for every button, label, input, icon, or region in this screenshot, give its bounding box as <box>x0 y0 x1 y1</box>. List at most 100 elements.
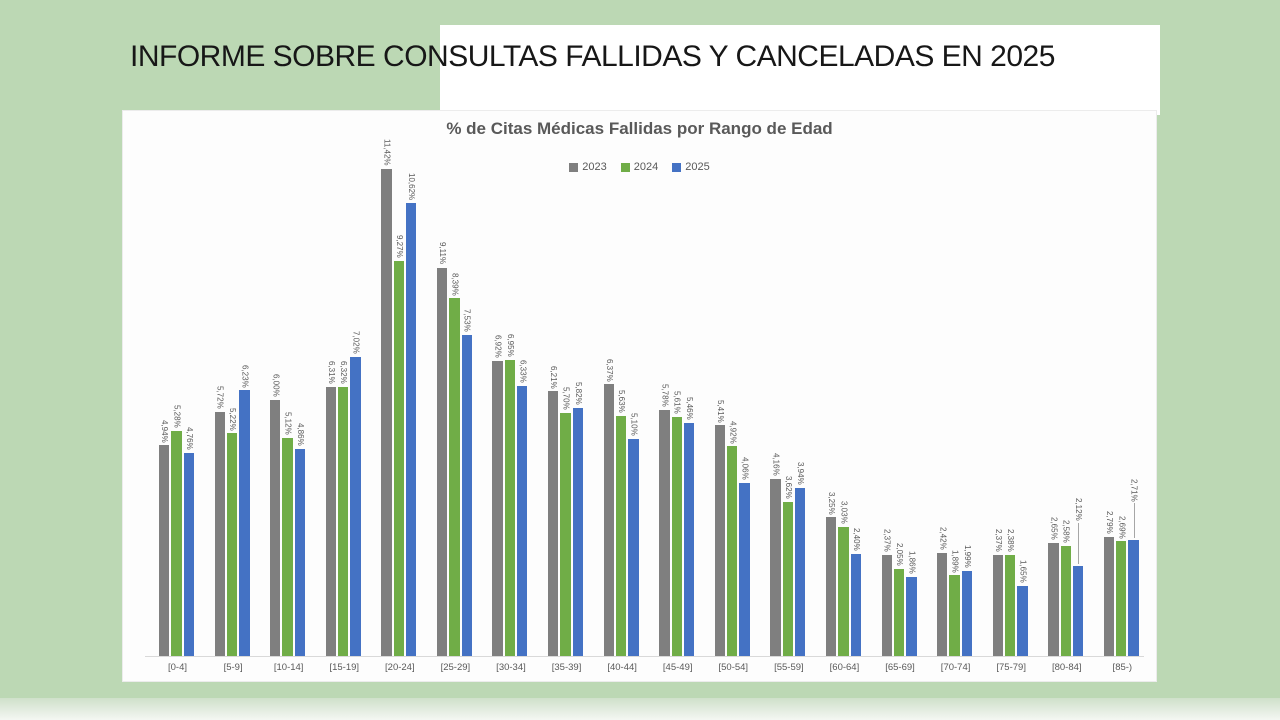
bar-2023-[65-69] <box>881 554 892 656</box>
bar-value-label: 7,02% <box>351 330 361 354</box>
bar-value-label: 9,11% <box>438 242 448 265</box>
bar-2025-[0-4] <box>183 453 194 656</box>
bar-value-label: 6,33% <box>518 360 528 384</box>
bar-value-label: 2,05% <box>895 542 904 566</box>
bar-slot: 3,62% <box>782 169 794 656</box>
bar-2024-[25-29] <box>449 298 460 656</box>
bar-slot: 9,27% <box>393 169 404 656</box>
bar-slot: 6,92% <box>492 169 503 656</box>
bar-slot: 5,10% <box>628 169 639 656</box>
bar-value-label: 2,79% <box>1104 511 1114 535</box>
bar-slot: 5,61% <box>671 169 682 656</box>
slide-bottom-edge <box>0 698 1280 720</box>
x-axis-label: [25-29] <box>440 662 471 673</box>
bar-slot: 2,65% <box>1048 169 1059 656</box>
bar-value-label: 2,71% <box>1129 478 1139 502</box>
bar-slot: 3,25% <box>825 169 837 656</box>
bar-2024-[15-19] <box>338 386 349 656</box>
bar-value-label: 5,72% <box>215 386 225 410</box>
bar-value-label: 10,62% <box>407 172 417 201</box>
bar-2023-[80-84] <box>1048 543 1059 656</box>
bar-value-label: 4,92% <box>728 420 738 444</box>
x-axis-label: [50-54] <box>718 662 749 673</box>
chart-legend: 2023 2024 2025 <box>123 161 1156 173</box>
bar-slot: 3,03% <box>838 169 849 656</box>
legend-label: 2025 <box>685 161 710 173</box>
x-axis-label: [85-) <box>1112 662 1133 673</box>
bar-slot: 1,86% <box>906 169 917 656</box>
title-background-rect <box>440 25 1160 115</box>
bar-group: 6,37% 5,63% 5,10% [40-44] <box>603 169 641 673</box>
bar-value-label: 7,53% <box>462 309 472 332</box>
bar-2024-[55-59] <box>782 501 794 656</box>
label-leader-line <box>1133 503 1135 539</box>
bar-2023-[20-24] <box>381 169 392 656</box>
bar-2025-[10-14] <box>294 448 306 656</box>
bar-group: 2,37% 2,05% 1,86% [65-69] <box>881 169 919 673</box>
bar-value-label: 5,41% <box>715 399 725 423</box>
legend-swatch-icon <box>620 162 630 172</box>
bar-group: 4,16% 3,62% 3,94% [55-59] <box>770 169 807 673</box>
bar-slot: 10,62% <box>405 169 417 656</box>
label-leader-line <box>1078 522 1080 564</box>
bar-2025-[65-69] <box>906 576 917 656</box>
bar-value-label: 2,37% <box>993 529 1003 552</box>
bar-slot: 2,37% <box>881 169 892 656</box>
x-axis-label: [30-34] <box>496 662 526 673</box>
bar-slot: 6,95% <box>504 169 516 656</box>
bar-value-label: 5,10% <box>629 412 639 436</box>
bar-value-label: 6,95% <box>505 333 515 357</box>
x-axis-line <box>145 656 1144 657</box>
bar-value-label: 5,63% <box>617 390 627 413</box>
bar-value-label: 2,42% <box>938 527 948 550</box>
bar-group: 2,42% 1,89% 1,99% [70-74] <box>937 169 974 673</box>
bar-value-label: 2,40% <box>851 527 861 551</box>
legend-item-2024: 2024 <box>620 161 658 173</box>
bar-slot: 4,92% <box>727 169 738 656</box>
legend-swatch-icon <box>569 162 579 172</box>
bar-group: 6,21% 5,70% 5,82% [35-39] <box>548 169 585 673</box>
bar-slot: 5,72% <box>214 169 225 656</box>
bar-slot: 6,23% <box>239 169 250 656</box>
bar-2025-[70-74] <box>961 571 973 656</box>
bar-value-label: 3,94% <box>796 462 806 485</box>
bar-slot: 5,41% <box>714 169 726 656</box>
bar-group: 6,92% 6,95% 6,33% [30-34] <box>492 169 529 673</box>
x-axis-label: [70-74] <box>940 662 971 673</box>
bar-slot: 9,11% <box>436 169 448 656</box>
bar-slot: 8,39% <box>449 169 460 656</box>
bar-slot: 1,65% <box>1017 169 1028 656</box>
bar-slot: 4,94% <box>159 169 170 656</box>
plot-area: 4,94% 5,28% 4,76% [0-4] 5,72% 5,22% 6,23% [5-9]… <box>159 139 1141 673</box>
bar-value-label: 5,61% <box>672 391 682 414</box>
bar-2024-[80-84] <box>1060 545 1071 656</box>
bar-2025-[30-34] <box>517 386 528 656</box>
bar-2024-[20-24] <box>393 260 404 656</box>
bar-2023-[0-4] <box>159 445 170 656</box>
bar-value-label: 6,92% <box>493 335 503 358</box>
bar-slot: 6,31% <box>325 169 337 656</box>
bar-value-label: 6,31% <box>326 361 336 384</box>
bar-slot: 7,02% <box>350 169 361 656</box>
bar-slot: 4,86% <box>294 169 306 656</box>
legend-swatch-icon <box>672 162 682 172</box>
bar-slot: 1,89% <box>949 169 960 656</box>
bar-2025-[60-64] <box>850 553 861 656</box>
bar-value-label: 1,65% <box>1018 559 1028 583</box>
bar-slot: 2,40% <box>850 169 861 656</box>
bar-group: 3,25% 3,03% 2,40% [60-64] <box>825 169 863 673</box>
bar-slot: 5,46% <box>683 169 695 656</box>
legend-item-2023: 2023 <box>569 161 607 173</box>
bar-group: 6,31% 6,32% 7,02% [15-19] <box>325 169 363 673</box>
bar-group: 11,42% 9,27% 10,62% [20-24] <box>381 139 418 673</box>
x-axis-label: [60-64] <box>829 662 860 673</box>
bar-2025-[75-79] <box>1017 585 1028 656</box>
x-axis-label: [10-14] <box>273 662 304 673</box>
bar-value-label: 5,70% <box>561 387 571 410</box>
chart-panel: % de Citas Médicas Fallidas por Rango de… <box>122 110 1157 682</box>
bar-2024-[5-9] <box>226 433 238 656</box>
bar-2023-[15-19] <box>325 386 337 656</box>
bar-2024-[70-74] <box>949 575 960 656</box>
bar-2023-[85-) <box>1103 537 1115 656</box>
bar-value-label: 6,32% <box>339 360 349 384</box>
